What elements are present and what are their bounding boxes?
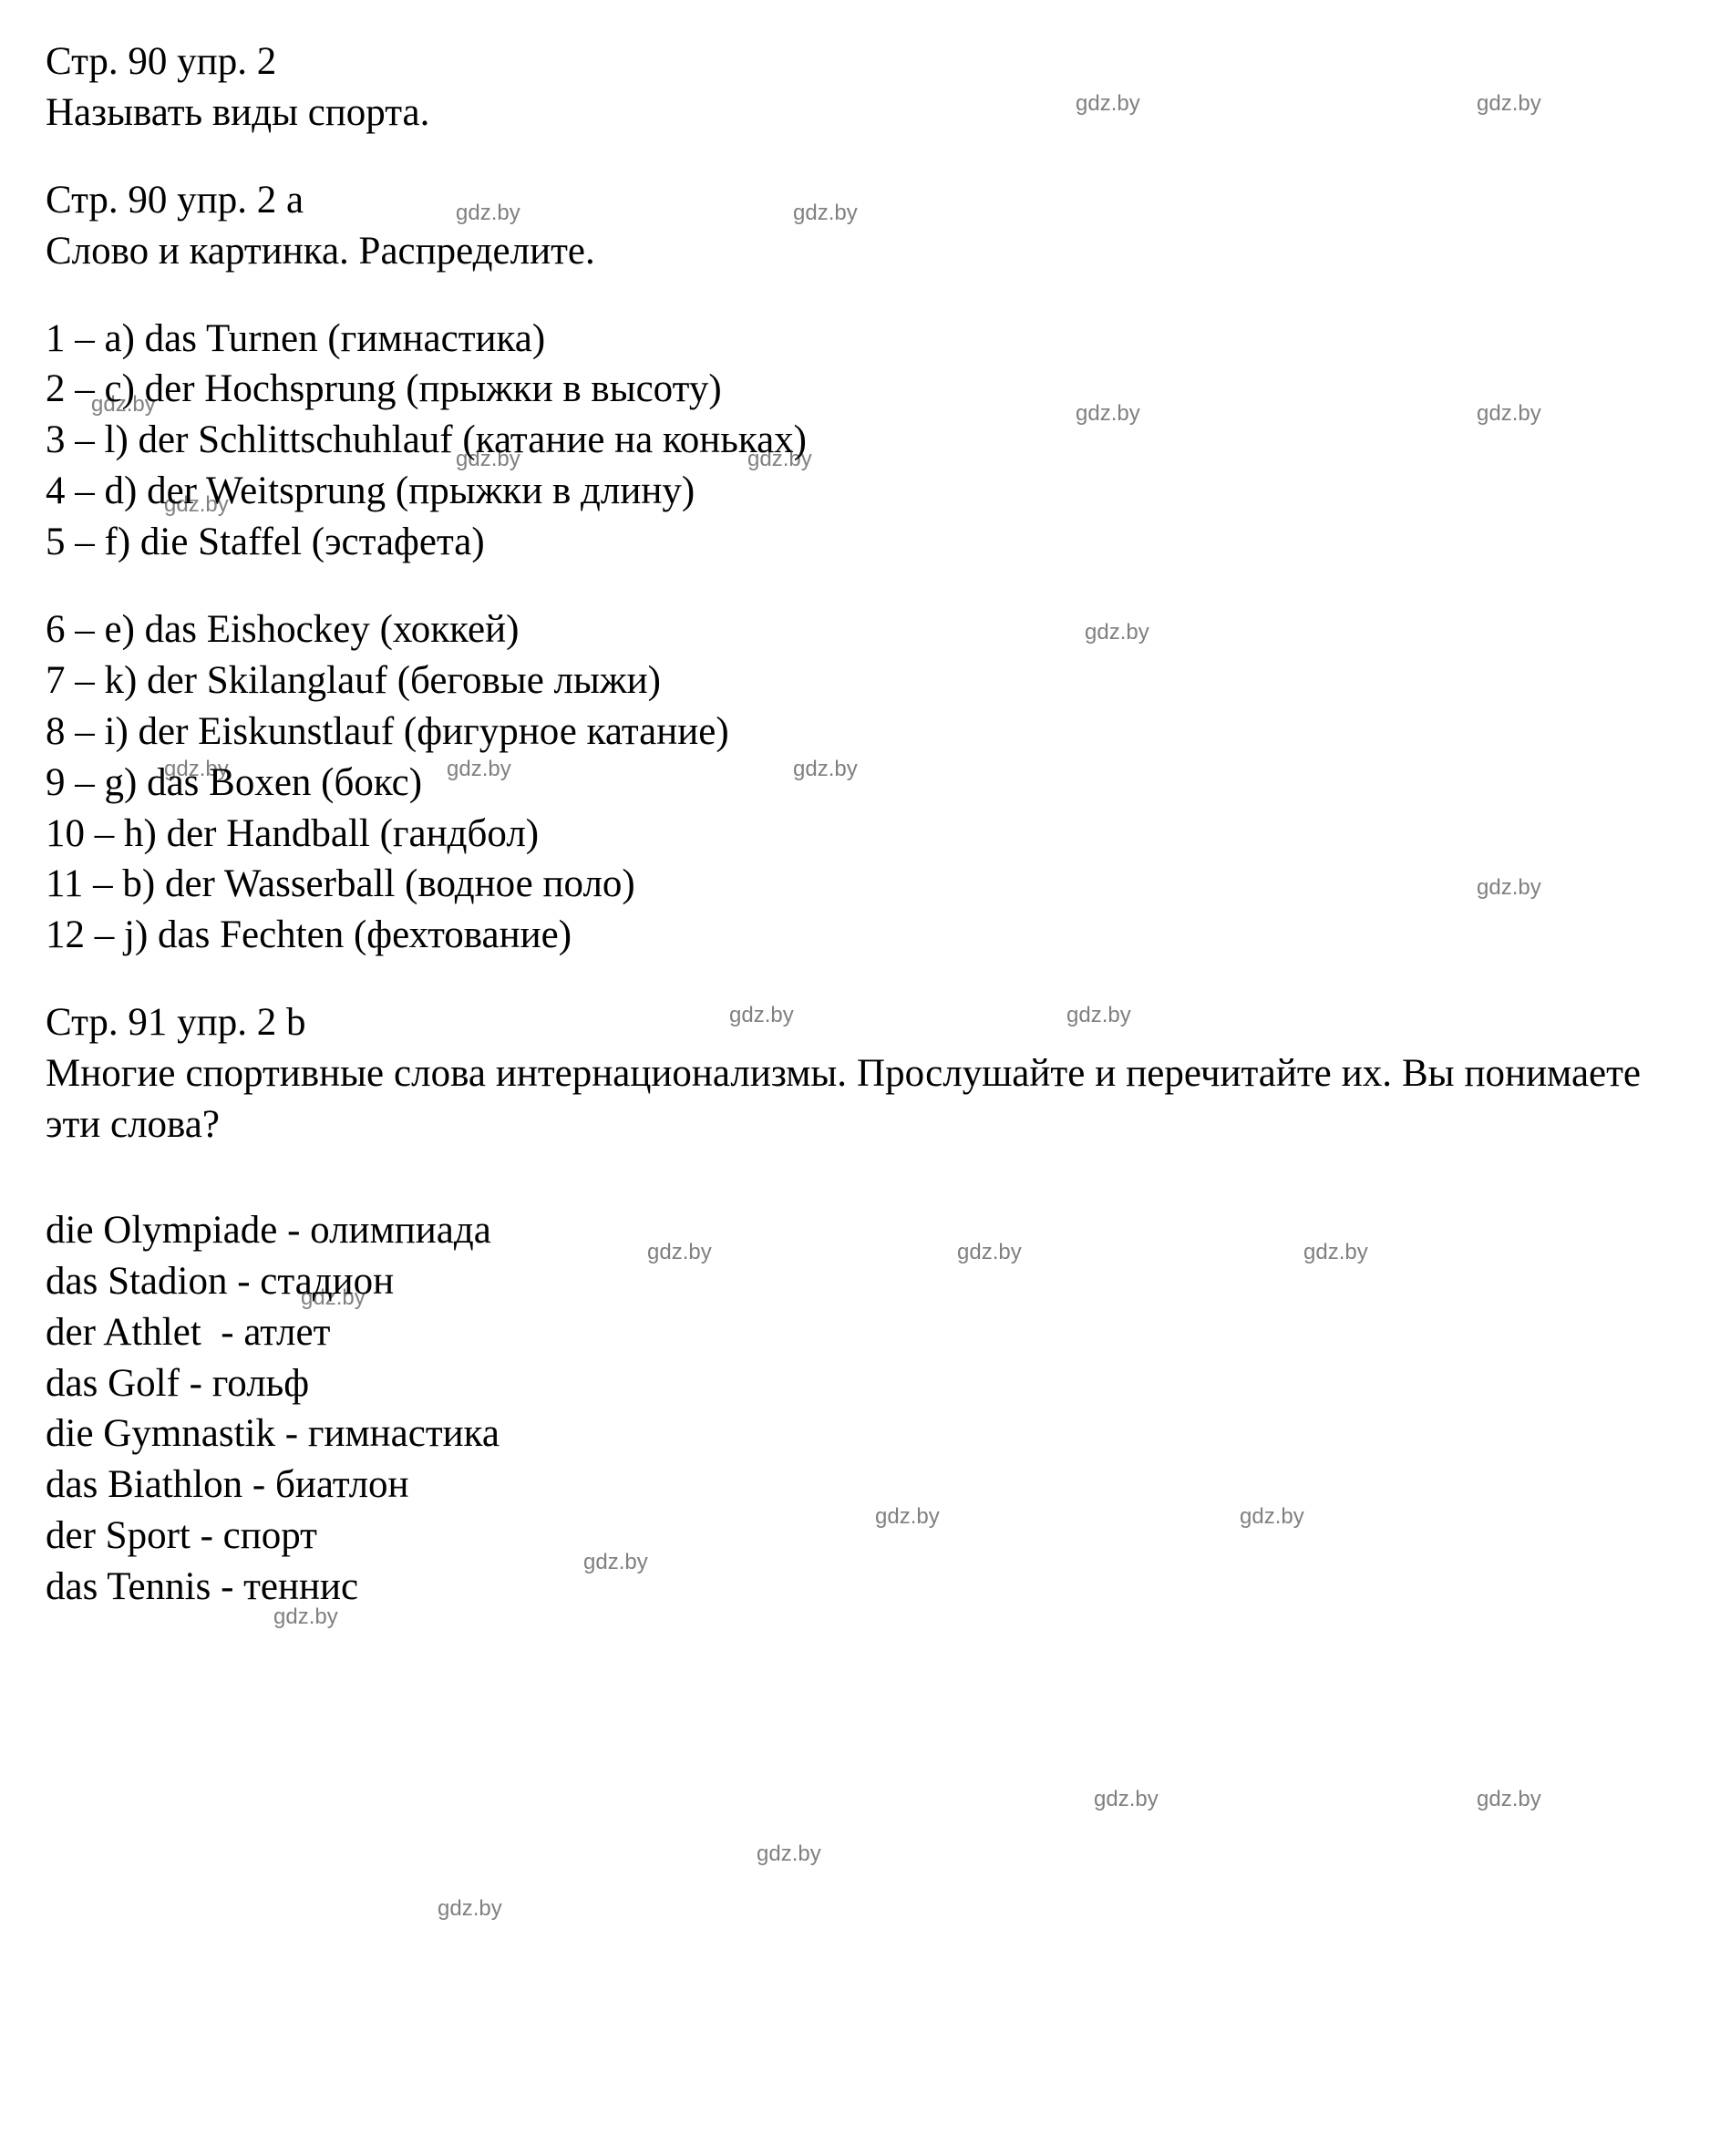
- list-item: 8 – i) der Eiskunstlauf (фигурное катани…: [46, 707, 1674, 758]
- heading-1: Стр. 90 упр. 2: [46, 36, 1674, 88]
- watermark-text: gdz.by: [1477, 1787, 1541, 1812]
- heading-2-subtitle: Слово и картинка. Распределите.: [46, 226, 1674, 277]
- list-item: der Athlet - атлет: [46, 1307, 1674, 1358]
- list-item: 12 – j) das Fechten (фехтование): [46, 910, 1674, 961]
- watermark-text: gdz.by: [1094, 1787, 1159, 1812]
- list-item: 6 – e) das Eishockey (хоккей): [46, 604, 1674, 655]
- heading-2: Стр. 90 упр. 2 a: [46, 175, 1674, 226]
- list-item: 9 – g) das Boxen (бокс): [46, 758, 1674, 809]
- list-item: 7 – k) der Skilanglauf (беговые лыжи): [46, 655, 1674, 707]
- list-item: der Sport - спорт: [46, 1511, 1674, 1562]
- list-item: 4 – d) der Weitsprung (прыжки в длину): [46, 466, 1674, 517]
- watermark-text: gdz.by: [757, 1841, 821, 1867]
- list-item: die Olympiade - олимпиада: [46, 1205, 1674, 1256]
- heading-3-subtitle: Многие спортивные слова интернационализм…: [46, 1048, 1641, 1150]
- list-item: die Gymnastik - гимнастика: [46, 1408, 1674, 1460]
- list-item: das Biathlon - биатлон: [46, 1460, 1674, 1511]
- list-item: 5 – f) die Staffel (эстафета): [46, 517, 1674, 568]
- list-item: das Golf - гольф: [46, 1358, 1674, 1409]
- list-item: 3 – l) der Schlittschuhlauf (катание на …: [46, 415, 1674, 466]
- list-item: 11 – b) der Wasserball (водное поло): [46, 859, 1674, 910]
- heading-1-subtitle: Называть виды спорта.: [46, 88, 1674, 139]
- watermark-text: gdz.by: [438, 1896, 502, 1922]
- list-item: 1 – a) das Turnen (гимнастика): [46, 314, 1674, 365]
- heading-3: Стр. 91 упр. 2 b: [46, 997, 1674, 1048]
- list-item: das Stadion - стадион: [46, 1256, 1674, 1307]
- list-item: 10 – h) der Handball (гандбол): [46, 809, 1674, 860]
- list-item: das Tennis - теннис: [46, 1562, 1674, 1613]
- list-item: 2 – c) der Hochsprung (прыжки в высоту): [46, 364, 1674, 415]
- document-content: Стр. 90 упр. 2 Называть виды спорта. Стр…: [46, 36, 1674, 1613]
